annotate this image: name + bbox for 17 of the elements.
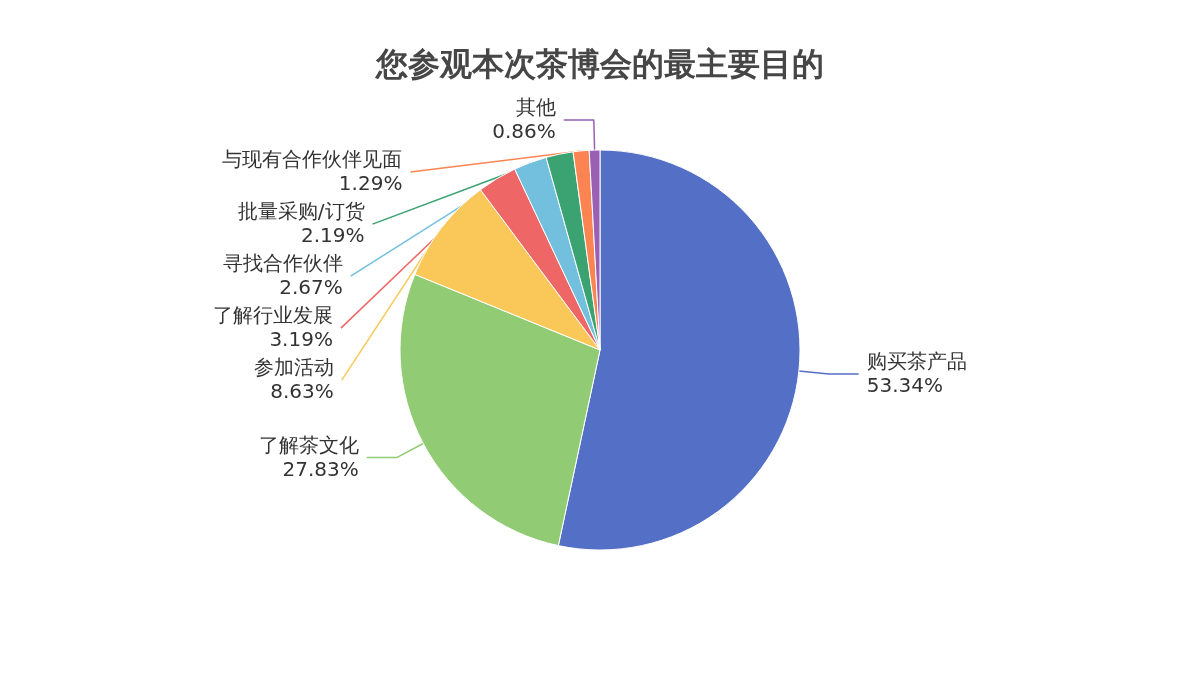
slice-label: 购买茶产品 [866, 349, 967, 374]
data-label: 0.86% [492, 119, 556, 144]
data-label: 53.34% [866, 373, 943, 398]
data-label: 1.29% [338, 171, 403, 196]
slice-label: 与现有合作伙伴见面 [222, 147, 403, 172]
slice-label: 参加活动 [253, 355, 334, 380]
data-label: 2.19% [300, 223, 365, 248]
data-label: 27.83% [282, 456, 359, 481]
slice-label: 了解茶文化 [258, 432, 359, 457]
slice-label: 了解行业发展 [212, 303, 333, 328]
data-label: 2.67% [279, 275, 343, 300]
data-label: 3.19% [269, 327, 333, 352]
slice-label: 其他 [515, 95, 556, 120]
chart-title: 您参观本次茶博会的最主要目的 [374, 45, 824, 83]
slice-label: 批量采购/订货 [237, 199, 365, 224]
data-label: 8.63% [270, 379, 334, 404]
slice-label: 寻找合作伙伴 [222, 251, 343, 276]
